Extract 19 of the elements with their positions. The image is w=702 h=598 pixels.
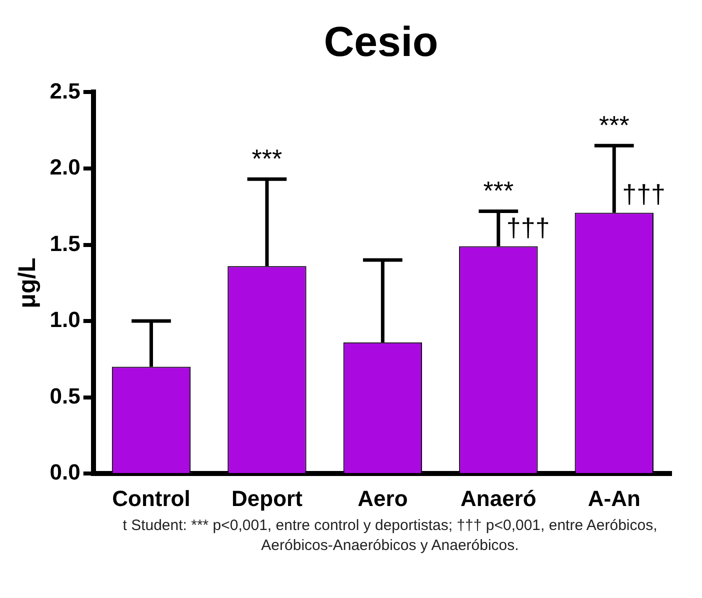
- y-tick-label: 0.0: [50, 460, 80, 485]
- y-tick-label: 0.5: [50, 383, 80, 408]
- y-axis-title: μg/L: [14, 258, 42, 308]
- annotation: ***: [483, 175, 514, 206]
- x-tick-label: Aero: [358, 486, 408, 511]
- x-tick-label: Anaeró: [460, 486, 536, 511]
- chart-title: Cesio: [322, 17, 440, 67]
- text: t Student: *** p<0,001, entre control y deportistas; ††† p<0,001, entre Aeróbicos, Aeróbicos-Anaeróbicos y Anaeróbicos.: [122, 516, 658, 555]
- x-tick-label: Deport: [232, 486, 304, 511]
- annotation: ***: [252, 143, 282, 174]
- annotation: ***: [598, 110, 630, 140]
- x-tick-label: A-An: [588, 486, 640, 511]
- annotation: †††: [506, 212, 550, 242]
- annotation: †††: [622, 178, 666, 209]
- x-tick-label: Control: [112, 486, 190, 511]
- y-tick-label: 2.5: [50, 78, 80, 104]
- y-tick-label: 1.0: [50, 307, 80, 332]
- y-tick-label: 2.0: [50, 154, 80, 180]
- y-tick-label: 1.5: [50, 230, 80, 256]
